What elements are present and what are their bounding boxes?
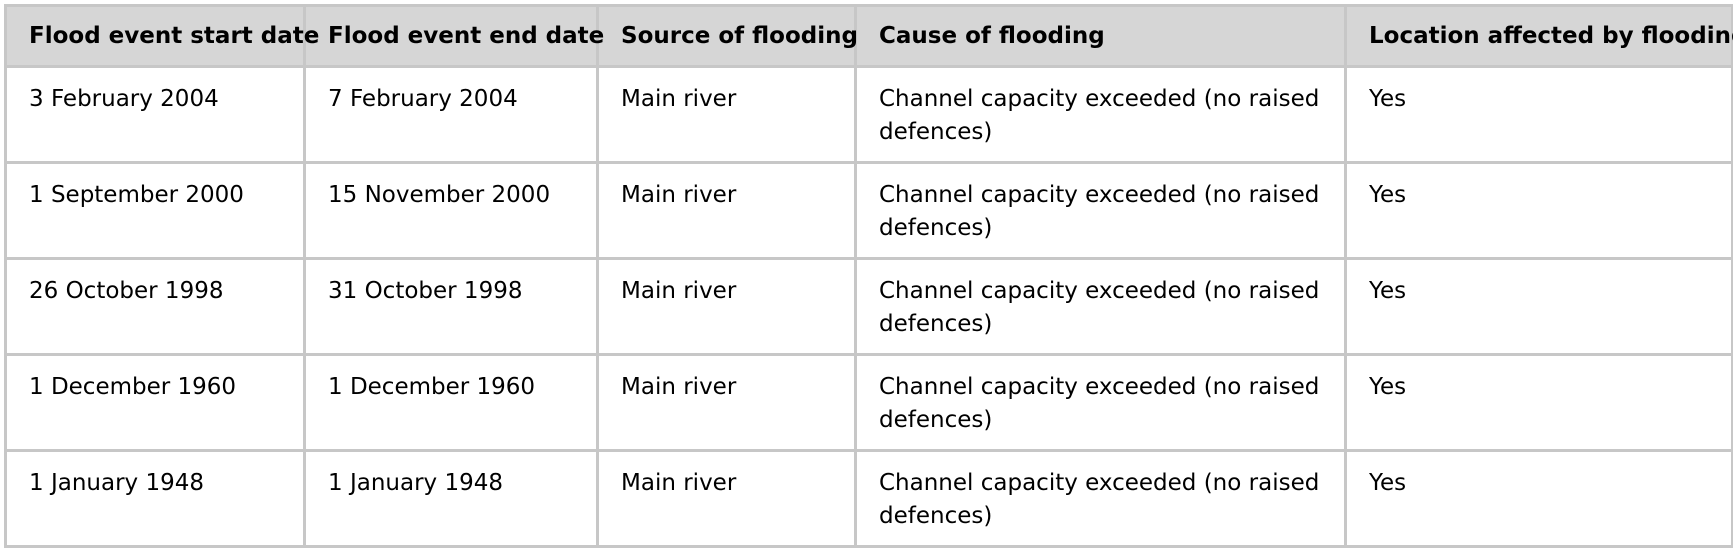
table-row: 1 January 1948 1 January 1948 Main river…: [4, 449, 1733, 548]
cell-source: Main river: [596, 65, 857, 164]
flood-history-table: Flood event start date Flood event end d…: [4, 4, 1733, 548]
cell-start-date: 1 January 1948: [4, 449, 306, 548]
header-cause: Cause of flooding: [854, 4, 1347, 68]
cell-start-date: 1 December 1960: [4, 353, 306, 452]
table-row: 1 December 1960 1 December 1960 Main riv…: [4, 353, 1733, 452]
table-header: Flood event start date Flood event end d…: [4, 4, 1733, 68]
header-location-affected: Location affected by flooding: [1344, 4, 1733, 68]
cell-end-date: 1 January 1948: [303, 449, 599, 548]
header-source: Source of flooding: [596, 4, 858, 68]
table-row: 26 October 1998 31 October 1998 Main riv…: [4, 257, 1733, 356]
cell-source: Main river: [596, 353, 857, 452]
cell-end-date: 31 October 1998: [303, 257, 599, 356]
cell-location-affected: Yes: [1344, 257, 1733, 356]
cell-cause: Channel capacity exceeded (no raised def…: [854, 65, 1347, 164]
cell-start-date: 1 September 2000: [4, 161, 306, 260]
table-row: 3 February 2004 7 February 2004 Main riv…: [4, 65, 1733, 164]
header-end-date: Flood event end date: [303, 4, 604, 68]
cell-end-date: 7 February 2004: [303, 65, 599, 164]
cell-location-affected: Yes: [1344, 161, 1733, 260]
cell-source: Main river: [596, 449, 857, 548]
cell-cause: Channel capacity exceeded (no raised def…: [854, 353, 1347, 452]
cell-start-date: 26 October 1998: [4, 257, 306, 356]
cell-cause: Channel capacity exceeded (no raised def…: [854, 449, 1347, 548]
cell-cause: Channel capacity exceeded (no raised def…: [854, 161, 1347, 260]
cell-location-affected: Yes: [1344, 65, 1733, 164]
cell-end-date: 15 November 2000: [303, 161, 599, 260]
cell-source: Main river: [596, 257, 857, 356]
cell-location-affected: Yes: [1344, 449, 1733, 548]
cell-location-affected: Yes: [1344, 353, 1733, 452]
cell-cause: Channel capacity exceeded (no raised def…: [854, 257, 1347, 356]
table-row: 1 September 2000 15 November 2000 Main r…: [4, 161, 1733, 260]
header-row: Flood event start date Flood event end d…: [4, 4, 1733, 68]
table-body: 3 February 2004 7 February 2004 Main riv…: [4, 65, 1733, 548]
header-start-date: Flood event start date: [4, 4, 319, 68]
cell-source: Main river: [596, 161, 857, 260]
cell-start-date: 3 February 2004: [4, 65, 306, 164]
cell-end-date: 1 December 1960: [303, 353, 599, 452]
